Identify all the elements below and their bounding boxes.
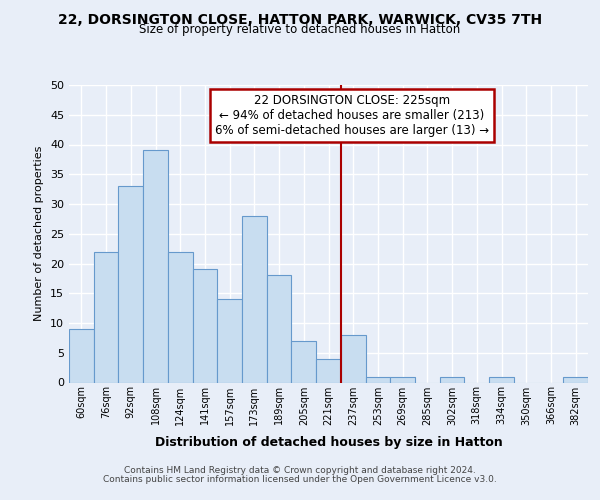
Bar — [267, 276, 292, 382]
Bar — [292, 341, 316, 382]
Bar — [365, 376, 390, 382]
Bar — [316, 358, 341, 382]
Bar — [193, 270, 217, 382]
Text: 22 DORSINGTON CLOSE: 225sqm
← 94% of detached houses are smaller (213)
6% of sem: 22 DORSINGTON CLOSE: 225sqm ← 94% of det… — [215, 94, 489, 137]
Bar — [440, 376, 464, 382]
Bar — [143, 150, 168, 382]
Bar — [217, 299, 242, 382]
Bar — [69, 329, 94, 382]
Bar — [390, 376, 415, 382]
Text: Size of property relative to detached houses in Hatton: Size of property relative to detached ho… — [139, 22, 461, 36]
Bar — [341, 335, 365, 382]
Y-axis label: Number of detached properties: Number of detached properties — [34, 146, 44, 322]
Bar — [168, 252, 193, 382]
Bar — [489, 376, 514, 382]
Text: Contains public sector information licensed under the Open Government Licence v3: Contains public sector information licen… — [103, 475, 497, 484]
Text: 22, DORSINGTON CLOSE, HATTON PARK, WARWICK, CV35 7TH: 22, DORSINGTON CLOSE, HATTON PARK, WARWI… — [58, 12, 542, 26]
Bar — [563, 376, 588, 382]
Bar — [242, 216, 267, 382]
Text: Distribution of detached houses by size in Hatton: Distribution of detached houses by size … — [155, 436, 503, 449]
Bar — [94, 252, 118, 382]
Bar — [118, 186, 143, 382]
Text: Contains HM Land Registry data © Crown copyright and database right 2024.: Contains HM Land Registry data © Crown c… — [124, 466, 476, 475]
